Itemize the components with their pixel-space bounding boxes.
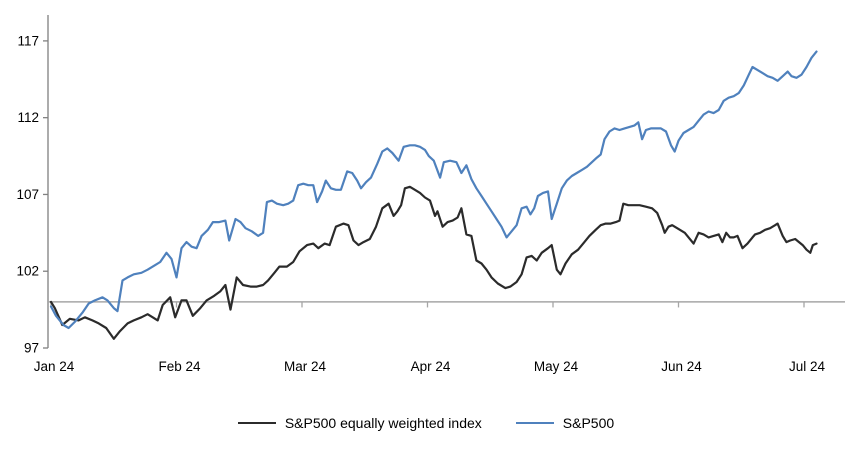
x-tick-label: Feb 24	[158, 359, 201, 374]
y-tick-label: 102	[16, 264, 39, 279]
y-tick-label: 112	[17, 110, 39, 125]
x-tick-label: Jan 24	[34, 359, 75, 374]
legend-label-equal-weight: S&P500 equally weighted index	[284, 415, 482, 431]
y-tick-label: 97	[24, 341, 39, 356]
y-tick-label: 107	[16, 187, 39, 202]
x-tick-label: Apr 24	[411, 359, 451, 374]
legend-item-equal-weight: S&P500 equally weighted index	[237, 415, 482, 431]
x-tick-label: Jul 24	[789, 359, 826, 374]
legend-line-swatch-blue	[515, 422, 554, 424]
legend-item-sp500: S&P500	[515, 415, 615, 431]
series-line-s-p500-equally-weighted-index	[49, 185, 818, 340]
legend-line-swatch-dark	[237, 422, 276, 424]
chart-legend: S&P500 equally weighted index S&P500	[0, 410, 852, 436]
legend-label-sp500: S&P500	[562, 415, 615, 431]
x-tick-label: Jun 24	[661, 359, 702, 374]
x-tick-label: May 24	[534, 359, 579, 374]
x-tick-label: Mar 24	[284, 359, 327, 374]
line-chart: 97 102 107 112 117 Jan 24 Feb 24 Mar 24 Apr 24 Ma…	[16, 15, 845, 374]
y-tick-label: 117	[17, 33, 39, 48]
series-line-s-p500	[49, 50, 818, 330]
